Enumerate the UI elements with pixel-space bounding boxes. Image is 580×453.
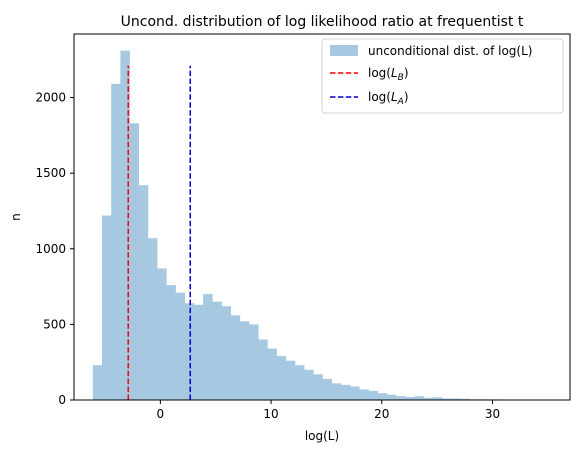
x-axis-label: log(L) [305, 429, 339, 443]
histogram-bar [138, 185, 149, 400]
histogram-bar [276, 356, 287, 400]
histogram-bar [285, 360, 296, 400]
histogram-bar [368, 390, 378, 400]
chart-title: Uncond. distribution of log likelihood r… [121, 14, 524, 30]
histogram-bar [249, 324, 259, 400]
histogram-bar [184, 303, 195, 400]
y-tick-label: 1500 [35, 166, 66, 180]
x-tick-label: 20 [374, 407, 389, 421]
histogram-bar [166, 285, 176, 400]
y-tick-label: 0 [58, 393, 66, 407]
histogram-bar [304, 369, 314, 400]
histogram-bar [460, 398, 470, 400]
histogram-bar [147, 238, 158, 400]
histogram-bar [331, 383, 342, 400]
histogram-bar [432, 397, 443, 400]
y-axis-ticks: 0 500 1000 1500 2000 [35, 91, 74, 407]
histogram-bar [377, 393, 388, 400]
histogram-bar [442, 398, 452, 400]
histogram-bar [129, 123, 140, 400]
histogram-bar [340, 384, 351, 400]
y-tick-label: 2000 [35, 91, 66, 105]
histogram-bar [230, 315, 241, 400]
histogram-bar [313, 374, 323, 400]
histogram-bar [359, 389, 369, 400]
x-tick-label: 0 [157, 407, 165, 421]
histogram-bar [203, 294, 213, 400]
y-axis-label: n [9, 213, 23, 221]
histogram-bar [102, 215, 112, 400]
legend-lb-label: log(LB) [368, 66, 409, 83]
histogram-bar [92, 365, 103, 400]
legend-hist-label: unconditional dist. of log(L) [368, 44, 532, 58]
x-tick-label: 30 [485, 407, 500, 421]
histogram-bar [212, 301, 222, 400]
reference-lines [127, 65, 191, 400]
histogram-bar [414, 396, 424, 400]
histogram-bar [239, 321, 250, 400]
histogram-bar [157, 268, 167, 400]
legend-lb-sub: B [398, 73, 404, 83]
histogram-bar [423, 397, 434, 400]
y-tick-label: 1000 [35, 242, 66, 256]
x-axis-ticks: 0 10 20 30 [157, 400, 500, 421]
axes [73, 33, 571, 401]
legend-hist-swatch [330, 45, 358, 56]
histogram-bar [386, 394, 397, 400]
histogram-bar [111, 83, 121, 400]
plot-frame [73, 33, 571, 401]
histogram-bars [92, 50, 553, 401]
legend-la-label: log(LA) [368, 90, 409, 107]
legend-lb-symbol: L [391, 66, 398, 80]
histogram-bar [258, 339, 268, 400]
legend-la-end: ) [404, 90, 409, 104]
histogram-bar [322, 378, 333, 400]
legend-lb-main: log( [368, 66, 391, 80]
histogram-bar [350, 386, 360, 400]
histogram-bar [396, 396, 406, 400]
y-tick-label: 500 [43, 317, 66, 331]
legend-box [321, 38, 564, 114]
histogram-bar [294, 365, 305, 400]
legend: unconditional dist. of log(L) log(LB) lo… [321, 38, 564, 114]
histogram-bar [120, 50, 130, 401]
legend-la-main: log( [368, 90, 391, 104]
histogram-bar [451, 398, 461, 400]
histogram-bar [221, 306, 231, 400]
legend-la-sub: A [397, 97, 404, 107]
histogram-bar [267, 348, 277, 400]
legend-la-symbol: L [391, 90, 398, 104]
histogram-bar [175, 292, 186, 400]
legend-lb-end: ) [404, 66, 409, 80]
histogram-bar [193, 304, 204, 400]
histogram-bar [405, 396, 415, 400]
x-tick-label: 10 [263, 407, 278, 421]
